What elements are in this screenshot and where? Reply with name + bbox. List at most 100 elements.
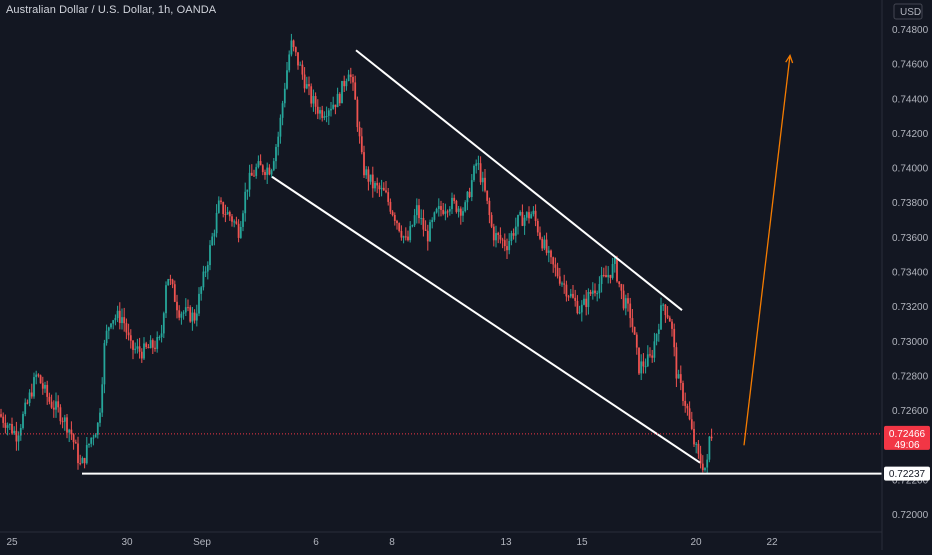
candle-body <box>270 170 273 175</box>
candle-body <box>543 239 546 249</box>
candle-body <box>613 257 616 264</box>
candle-body <box>594 290 596 294</box>
candle-body <box>182 312 185 314</box>
candle-body <box>602 274 605 276</box>
candle-body <box>140 351 143 359</box>
candle-body <box>583 298 585 305</box>
candle-body <box>99 412 101 423</box>
candle-body <box>235 221 238 224</box>
y-tick-label: 0.73400 <box>892 268 929 279</box>
candle-body <box>13 430 16 434</box>
candle-body <box>189 307 192 322</box>
candle-body <box>292 40 295 48</box>
support-price-tag <box>884 466 930 481</box>
price-axis[interactable]: 0.74800 0.74600 0.74400 0.74200 0.74000 0.738… <box>892 3 929 521</box>
candle-body <box>701 463 704 471</box>
candle-body <box>398 223 401 231</box>
candle-body <box>442 209 445 214</box>
candle-body <box>213 233 216 237</box>
candle-body <box>48 396 51 402</box>
candle-body <box>61 421 64 423</box>
x-tick-label: 6 <box>313 537 319 548</box>
candle-body <box>343 81 346 87</box>
candle-body <box>536 220 539 233</box>
candle-body <box>149 340 152 349</box>
candle-body <box>11 424 13 434</box>
candle-body <box>341 81 343 104</box>
candle-body <box>532 210 535 215</box>
candle-body <box>646 354 649 367</box>
candle-body <box>72 434 75 443</box>
current-price-tag <box>884 425 930 450</box>
current-price-value: 0.72466 <box>889 429 926 440</box>
candle-body <box>316 106 319 114</box>
candle-body <box>336 93 339 108</box>
candle-body <box>74 442 77 444</box>
candle-body <box>479 163 482 183</box>
candle-body <box>662 304 665 306</box>
candle-body <box>178 310 181 318</box>
candle-body <box>684 400 687 406</box>
candle-body <box>653 341 656 358</box>
candle-body <box>657 329 660 335</box>
y-tick-label: 0.74000 <box>892 164 929 175</box>
candle-body <box>688 408 691 420</box>
candle-body <box>664 304 667 316</box>
candle-body <box>88 443 90 446</box>
candle-body <box>24 402 27 415</box>
y-tick-label: 0.73000 <box>892 337 929 348</box>
candle-body <box>19 428 22 436</box>
y-tick-label: 0.74200 <box>892 129 929 140</box>
channel-upper-line <box>355 49 683 311</box>
candle-body <box>453 197 456 201</box>
candle-body <box>187 307 189 309</box>
candle-body <box>206 265 209 272</box>
candle-body <box>609 274 612 278</box>
candle-body <box>165 285 167 314</box>
candle-body <box>44 384 46 389</box>
candle-body <box>59 407 62 422</box>
candle-body <box>191 312 194 322</box>
candle-body <box>649 354 651 356</box>
y-tick-label: 0.72200 <box>892 476 929 487</box>
candle-body <box>242 213 244 227</box>
candle-body <box>589 291 592 294</box>
candle-body <box>237 223 240 238</box>
candle-body <box>202 271 205 288</box>
candle-body <box>376 182 379 186</box>
candle-body <box>666 315 669 318</box>
candle-body <box>0 414 2 417</box>
candle-body <box>380 187 383 190</box>
candle-body <box>561 283 563 285</box>
candle-body <box>354 82 357 100</box>
candle-body <box>85 445 88 464</box>
candle-body <box>517 214 519 227</box>
candle-body <box>160 333 163 338</box>
candle-body <box>396 220 398 224</box>
candle-body <box>622 290 625 309</box>
y-tick-label: 0.73800 <box>892 198 929 209</box>
candle-body <box>209 245 211 266</box>
candle-body <box>547 250 550 253</box>
candle-body <box>523 217 526 226</box>
candle-body <box>33 377 35 397</box>
candle-body <box>239 226 242 238</box>
candle-body <box>400 230 403 238</box>
time-axis[interactable]: 25 30 Sep 6 8 13 15 20 22 <box>6 537 778 548</box>
y-tick-label: 0.74800 <box>892 25 929 36</box>
candle-body <box>671 321 673 329</box>
candle-body <box>68 429 71 433</box>
candle-body <box>552 257 555 265</box>
candle-body <box>409 226 412 241</box>
candle-body <box>418 205 420 219</box>
candle-body <box>492 226 495 241</box>
candle-body <box>378 185 381 190</box>
candle-body <box>446 211 449 213</box>
candle-body <box>528 212 530 219</box>
candle-body <box>127 332 130 336</box>
candle-body <box>224 214 227 216</box>
candle-body <box>576 300 579 314</box>
candle-body <box>468 191 471 198</box>
